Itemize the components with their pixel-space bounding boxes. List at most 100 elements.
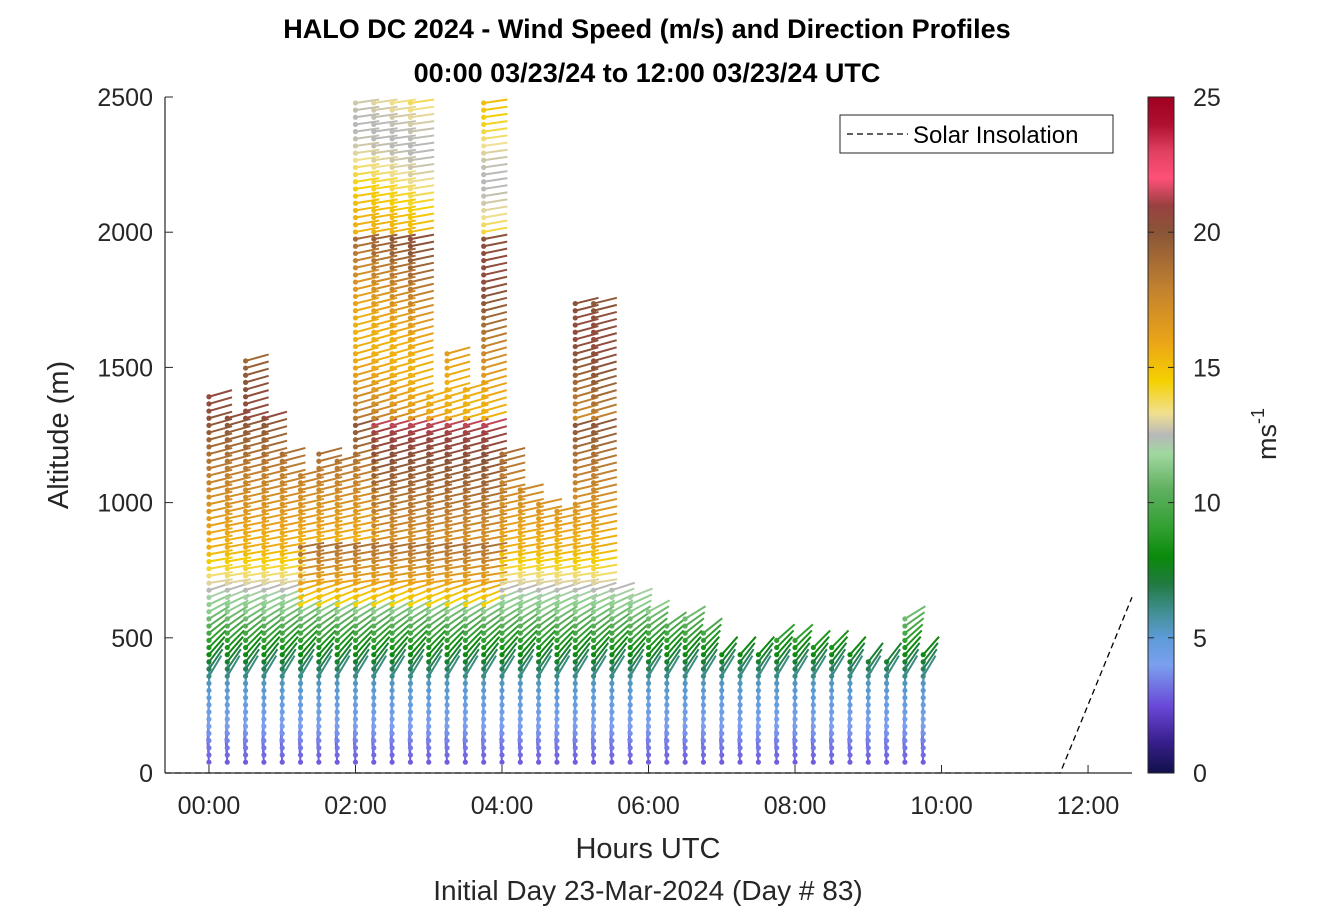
wind-barb-point (554, 537, 560, 543)
wind-barb (391, 112, 416, 119)
wind-barb-point (316, 451, 322, 457)
wind-barb (428, 527, 453, 534)
wind-barb (355, 534, 380, 542)
wind-barb-point (481, 300, 487, 307)
wind-barb (428, 617, 449, 634)
wind-barb-point (242, 487, 249, 493)
wind-barb-point (407, 444, 414, 450)
wind-barb-point (352, 601, 359, 608)
wind-barb-point (499, 523, 505, 529)
wind-barb (391, 148, 417, 155)
wind-barb (318, 570, 343, 577)
wind-barb-point (554, 515, 560, 522)
wind-barb (281, 468, 306, 477)
wind-barb-point (426, 544, 432, 550)
wind-barb-point (499, 551, 505, 557)
wind-barb (263, 570, 288, 577)
wind-barb (556, 505, 581, 513)
wind-barb (355, 112, 380, 119)
wind-barb-point (389, 730, 395, 737)
wind-barb-point (829, 702, 835, 708)
wind-barb-point (902, 759, 908, 765)
wind-barb-point (572, 401, 578, 407)
wind-barb-point (517, 673, 523, 679)
wind-barb (244, 617, 265, 634)
wind-barb-point (297, 687, 304, 694)
wind-barb-point (609, 652, 615, 658)
wind-barb (226, 623, 246, 642)
wind-barb-point (499, 558, 505, 565)
wind-barb-point (242, 429, 249, 436)
wind-barb (739, 642, 756, 663)
wind-barb-point (242, 601, 249, 608)
wind-barb (282, 556, 307, 563)
wind-barb-point (517, 494, 523, 500)
wind-barb-point (554, 673, 560, 679)
wind-barb-point (279, 752, 285, 758)
wind-barb-point (426, 530, 432, 536)
wind-barb (318, 483, 343, 491)
wind-barb-point (242, 659, 249, 665)
wind-barb-point (444, 759, 450, 765)
wind-barb-point (389, 437, 395, 443)
wind-barb (501, 642, 518, 663)
wind-barb (318, 648, 334, 670)
wind-barb (428, 534, 453, 542)
y-tick-label: 500 (111, 625, 153, 653)
wind-barb-point (407, 759, 414, 765)
wind-barb (428, 623, 448, 642)
wind-barb-point (664, 623, 670, 629)
wind-barb (483, 617, 504, 634)
wind-barb-point (407, 172, 414, 178)
wind-barb (355, 240, 380, 248)
wind-barb-point (389, 365, 395, 371)
wind-barb-point (371, 594, 377, 600)
wind-barb (794, 629, 813, 649)
wind-barb-point (774, 759, 780, 765)
wind-barb-point (407, 666, 414, 672)
wind-barb (538, 605, 560, 620)
wind-barb-point (206, 601, 212, 608)
wind-barb (355, 205, 380, 212)
wind-barb (263, 623, 283, 642)
wind-barb (556, 605, 578, 620)
wind-barb (391, 655, 406, 677)
wind-barb (465, 527, 490, 534)
wind-barb-point (352, 494, 359, 500)
wind-barb-point (444, 573, 450, 579)
wind-barb-point (609, 759, 615, 765)
wind-barb (629, 629, 648, 649)
wind-barb-point (462, 723, 468, 729)
wind-barb-point (627, 609, 633, 615)
wind-barb-point (371, 343, 377, 350)
wind-barb-point (279, 738, 285, 744)
wind-barb-point (902, 673, 908, 679)
wind-barb (410, 233, 435, 241)
wind-barb (647, 648, 663, 670)
wind-barb-point (481, 386, 487, 393)
wind-barb-point (609, 745, 615, 751)
wind-barb (501, 578, 526, 585)
wind-barb-point (755, 730, 761, 737)
wind-barb (300, 605, 322, 620)
wind-barb-point (206, 408, 212, 414)
wind-barb-point (829, 759, 835, 765)
wind-barb-point (590, 752, 597, 758)
wind-barb-point (755, 738, 761, 744)
wind-barb (391, 275, 416, 284)
wind-barb (208, 617, 229, 634)
wind-barb-point (554, 652, 560, 658)
wind-barb (355, 120, 380, 126)
wind-barb-point (810, 644, 816, 651)
wind-barb-point (774, 738, 780, 744)
wind-barb-point (627, 680, 633, 686)
wind-barb (281, 490, 306, 499)
wind-barb-point (389, 494, 395, 500)
wind-barb-point (352, 415, 359, 421)
wind-barb-point (316, 666, 322, 672)
wind-barb-point (554, 716, 560, 722)
wind-barb-point (462, 659, 468, 665)
wind-barb-point (920, 759, 926, 765)
wind-barb (281, 642, 298, 663)
wind-barb (410, 120, 435, 126)
